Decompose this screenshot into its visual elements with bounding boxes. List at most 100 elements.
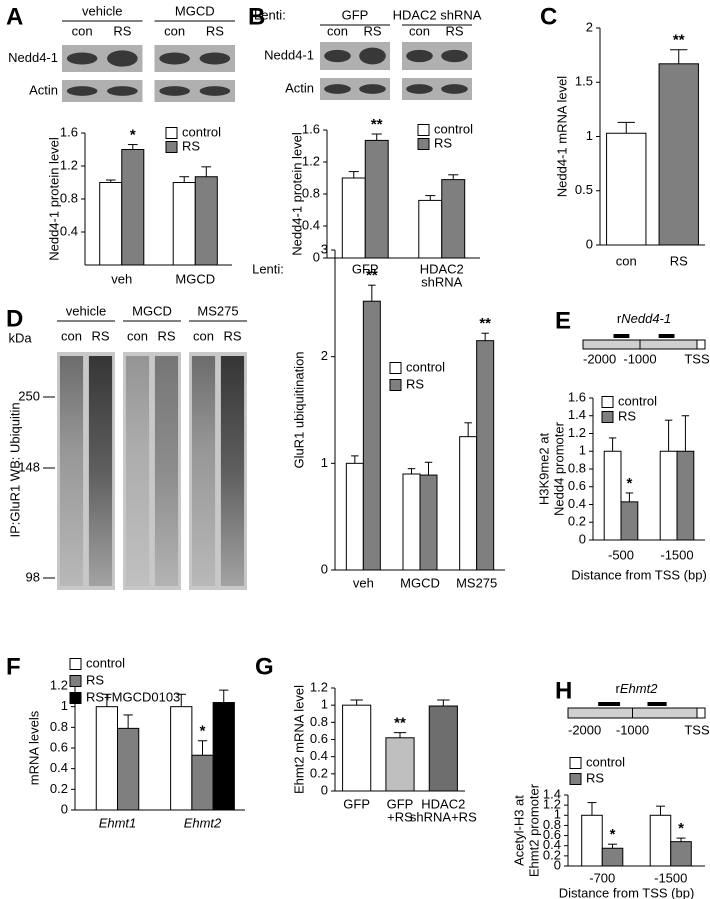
y-tick-label: 0.4 (302, 217, 320, 232)
y-tick-label: 0.8 (302, 185, 320, 200)
blot-band (324, 84, 351, 94)
blot-unit: kDa (8, 330, 32, 345)
y-axis-label: Acetyl-H3 at (511, 795, 526, 866)
x-axis-label: Distance from TSS (bp) (571, 567, 707, 582)
panel-letter: D (6, 305, 23, 332)
legend-label: control (86, 655, 125, 670)
x-tick-label: RS (670, 253, 688, 268)
lane-label: RS (157, 328, 175, 343)
bar (606, 132, 647, 246)
bar (341, 177, 366, 259)
promoter-tick-label: -2000 (568, 722, 601, 737)
y-axis-label: Ehmt2 promoter (526, 783, 541, 877)
x-tick-label: veh (353, 575, 374, 590)
blot-band (107, 50, 138, 67)
y-axis-label: mRNA levels (26, 710, 41, 785)
y-tick-label: 2 (321, 348, 328, 363)
y-tick-label: 1.6 (568, 389, 586, 404)
x-tick-label: con (616, 253, 637, 268)
x-tick-label: MGCD (175, 271, 215, 286)
x-tick-label: MGCD (400, 575, 440, 590)
y-tick-label: 0.2 (543, 847, 561, 862)
legend-label: control (586, 754, 625, 769)
x-tick-label: -1500 (660, 547, 693, 562)
blot-band (406, 84, 433, 94)
blot-band (359, 47, 386, 65)
legend-label: RS (406, 376, 424, 391)
y-tick-label: 1.4 (568, 407, 586, 422)
y-tick-label: 1.2 (302, 153, 320, 168)
blot-smear (125, 356, 150, 586)
gene-name-part: r (617, 311, 622, 326)
promoter-tick-label: -1000 (616, 722, 649, 737)
bar (170, 706, 193, 811)
x-tick-label: MS275 (456, 575, 497, 590)
y-tick-label: 0.6 (50, 739, 68, 754)
lane-label: con (193, 328, 214, 343)
panel-letter: E (555, 307, 571, 334)
lane-label: con (61, 328, 82, 343)
legend-swatch (69, 658, 82, 670)
legend-label: RS (586, 770, 604, 785)
bar (342, 704, 372, 792)
bar (649, 814, 672, 867)
blot-band (159, 86, 190, 96)
y-tick-label: 1.5 (575, 74, 593, 89)
lane-label: RS (113, 23, 131, 38)
y-tick-label: 0 (321, 782, 328, 797)
bar (418, 199, 443, 259)
y-tick-label: 0.6 (568, 478, 586, 493)
bar (670, 841, 692, 867)
blot-band (66, 86, 98, 96)
bar (191, 754, 214, 811)
lane-label: RS (206, 23, 224, 38)
y-axis-label: Nedd4 promoter (551, 421, 566, 516)
y-tick-label: 0.8 (60, 190, 78, 205)
legend-label: RS (86, 672, 104, 687)
y-axis-label: Nedd4-1 protein level (289, 132, 304, 256)
lane-label: RS (445, 23, 463, 38)
bar (117, 727, 140, 811)
bar (402, 473, 421, 571)
gene-name-part: Ehmt2 (620, 681, 658, 696)
x-axis-label: Distance from TSS (bp) (559, 885, 695, 899)
blot-smear (154, 356, 179, 586)
bar (603, 450, 622, 541)
y-tick-label: 1 (554, 807, 561, 822)
legend-label: control (182, 124, 221, 139)
y-axis-label: Ehmt2 mRNA level (291, 685, 306, 794)
significance: ** (366, 267, 378, 284)
legend-swatch (601, 411, 614, 423)
legend-label: RS (182, 138, 200, 153)
promoter-bar (567, 707, 706, 719)
blot-image (402, 78, 472, 100)
blot-group-label: vehicle (82, 3, 122, 18)
x-tick-label: Ehmt1 (99, 815, 137, 830)
blot-image (320, 78, 390, 100)
x-tick-label: GFP (343, 796, 370, 811)
legend-swatch (417, 138, 430, 150)
bar (212, 702, 235, 811)
y-tick-label: 1 (586, 128, 593, 143)
y-tick-label: 3 (321, 241, 328, 256)
significance: * (610, 826, 616, 843)
y-tick-label: 1.6 (302, 121, 320, 136)
gene-name-part: r (616, 681, 621, 696)
significance: ** (394, 715, 406, 732)
bar (99, 182, 123, 266)
panel-letter: A (6, 3, 23, 30)
blot-band (66, 52, 98, 65)
bar (476, 340, 495, 571)
y-tick-label: 1.2 (60, 157, 78, 172)
y-tick-label: 1.2 (568, 425, 586, 440)
panel-letter: F (6, 653, 21, 680)
lane-label: con (164, 23, 185, 38)
legend-swatch (417, 124, 430, 136)
y-tick-label: 1.2 (310, 679, 328, 694)
y-tick-label: 1.6 (60, 124, 78, 139)
blot-band (359, 84, 386, 94)
y-tick-label: 0 (321, 561, 328, 576)
x-tick-label: -500 (608, 547, 634, 562)
blot-group-label: MGCD (132, 303, 172, 318)
